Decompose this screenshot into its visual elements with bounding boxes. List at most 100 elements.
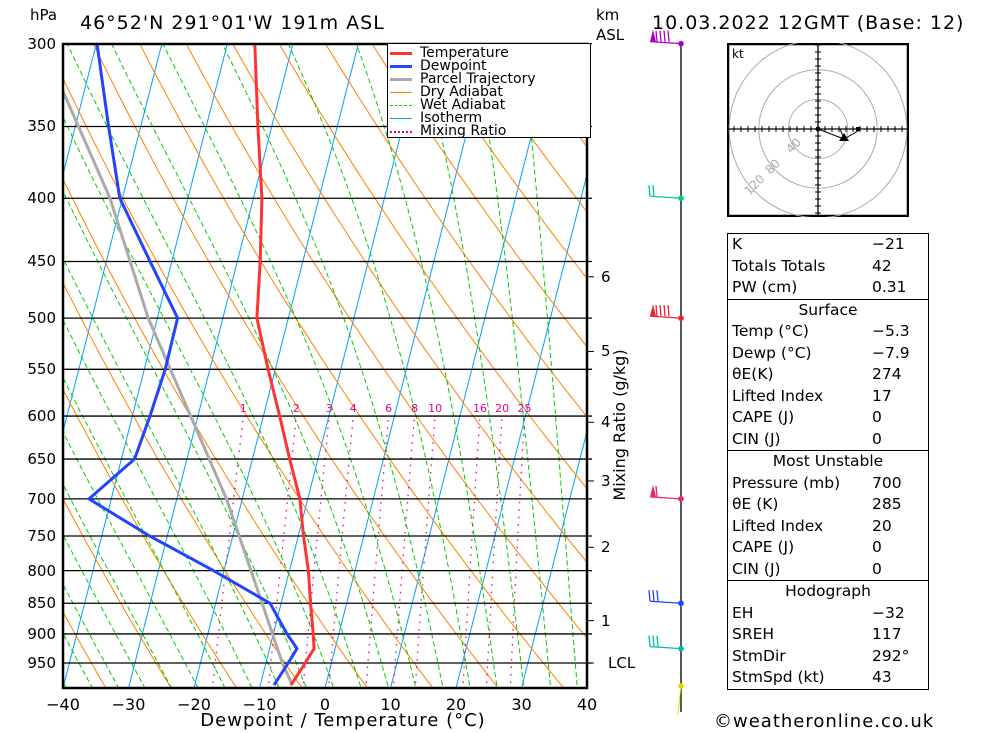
wet-adiabat-line xyxy=(63,376,226,688)
row-value: 700 xyxy=(872,473,902,492)
hodograph-unit: kt xyxy=(732,47,744,61)
wind-pennant xyxy=(650,484,656,497)
mixing-ratio-label: 10 xyxy=(428,402,442,415)
mixing-ratio-label: 1 xyxy=(240,402,247,415)
profiles xyxy=(63,44,316,686)
isotherm-line xyxy=(63,44,228,688)
wet-adiabat-line xyxy=(63,257,280,688)
temperature-tick-label: −10 xyxy=(242,695,277,714)
wet-adiabat-line xyxy=(63,116,335,688)
row-value: −5.3 xyxy=(872,322,910,340)
legend-item: Dewpoint xyxy=(390,58,487,74)
dry-adiabat-line xyxy=(417,44,587,280)
legend-item: Isotherm xyxy=(390,111,482,125)
wind-feather xyxy=(648,185,651,197)
pressure-tick-label: 900 xyxy=(27,624,56,643)
wind-pennant xyxy=(650,29,656,42)
mixing-ratio-label: 3 xyxy=(326,402,333,415)
wind-pennant xyxy=(650,304,656,317)
legend-swatch xyxy=(390,105,412,106)
pressure-tick-label: 950 xyxy=(27,653,56,672)
wind-level-dot xyxy=(678,315,684,321)
temperature-tick-label: −40 xyxy=(46,695,80,714)
row-label: CIN (J) xyxy=(732,559,781,578)
isotherm-line xyxy=(521,429,587,688)
pressure-tick-label: 700 xyxy=(27,489,56,508)
wet-adiabat-line xyxy=(63,190,307,688)
wind-barb xyxy=(648,635,684,652)
wind-feather xyxy=(652,185,655,197)
hodograph-section: Hodograph EH −32 SREH 117 StmDir 292° StmSpd (… xyxy=(728,580,928,689)
pressure-tick-label: 350 xyxy=(27,117,56,136)
wind-shaft xyxy=(649,315,682,319)
row-label: CAPE (J) xyxy=(732,408,795,426)
mixing-ratio-labels: 1 2 3 4 6 8 10 16 20 25 xyxy=(240,402,532,415)
row-label: EH xyxy=(732,603,754,622)
most-unstable-section: Most Unstable Pressure (mb) 700 θE (K) 285 L… xyxy=(728,450,928,580)
parcel-trajectory-line xyxy=(63,87,294,686)
row-value: 292° xyxy=(872,646,910,665)
row-label: Totals Totals xyxy=(732,256,826,275)
isotherm-line xyxy=(193,44,359,688)
row-label: Temp (°C) xyxy=(732,322,809,340)
legend-swatch xyxy=(390,92,412,93)
storm-motion-marker xyxy=(839,133,849,141)
legend-label: Dry Adiabat xyxy=(420,84,503,100)
datetime-title: 10.03.2022 12GMT (Base: 12) xyxy=(652,12,965,34)
wind-feather xyxy=(667,305,670,317)
row-value: 0 xyxy=(872,559,882,578)
row-value: −32 xyxy=(872,603,905,622)
row-label: StmSpd (kt) xyxy=(732,668,825,686)
wind-feather xyxy=(655,305,658,317)
wind-feather xyxy=(656,590,659,602)
row-label: Lifted Index xyxy=(732,386,824,405)
row-value: 274 xyxy=(872,365,902,383)
wind-barb-column xyxy=(648,29,684,715)
wind-feather xyxy=(663,305,666,317)
dry-adiabat-line xyxy=(371,44,587,348)
isotherm-line xyxy=(455,172,587,688)
indices-section: K −21 Totals Totals 42 PW (cm) 0.31 xyxy=(728,234,928,299)
legend-swatch xyxy=(390,118,412,119)
legend-label: Dewpoint xyxy=(420,58,487,74)
wet-adiabat-line xyxy=(63,583,120,688)
wind-barb xyxy=(677,683,684,715)
pressure-tick-label: 300 xyxy=(27,34,56,53)
wind-barb xyxy=(648,590,684,607)
row-value: 0 xyxy=(872,429,882,448)
wind-feather xyxy=(659,305,662,317)
height-tick-label: 3 xyxy=(601,471,611,490)
row-label: θE (K) xyxy=(732,495,779,513)
pressure-unit-label: hPa xyxy=(30,6,58,24)
row-value: 20 xyxy=(872,516,892,535)
pressure-tick-label: 500 xyxy=(27,309,56,328)
dry-adiabat-line xyxy=(63,281,303,688)
temperature-tick-label: 0 xyxy=(319,695,331,714)
wind-feather xyxy=(648,635,651,647)
temperature-tick-label: 40 xyxy=(576,695,598,714)
legend-swatch xyxy=(390,130,412,133)
pressure-tick-label: 450 xyxy=(27,252,56,271)
wind-feather xyxy=(663,30,666,42)
dry-adiabat-line xyxy=(63,77,434,688)
legend-swatch xyxy=(390,78,412,81)
wind-feather xyxy=(652,590,655,602)
pressure-tick-label: 550 xyxy=(27,360,56,379)
temperature-tick-label: 20 xyxy=(445,695,467,714)
table-row: EH −32 xyxy=(728,603,928,625)
temperature-tick-label: 10 xyxy=(380,695,401,714)
table-row: CAPE (J) 0 xyxy=(728,537,928,559)
isotherm-line xyxy=(63,44,163,434)
height-tick-label: 6 xyxy=(601,267,611,286)
row-label: PW (cm) xyxy=(732,278,798,296)
wind-feather xyxy=(652,635,655,647)
row-value: −7.9 xyxy=(872,343,910,362)
height-tick-label: 2 xyxy=(601,538,611,557)
mixing-ratio-label: 20 xyxy=(495,402,509,415)
row-label: Dewp (°C) xyxy=(732,343,812,362)
mixing-ratio-line xyxy=(462,416,481,688)
legend-item: Parcel Trajectory xyxy=(390,72,536,86)
row-value: 285 xyxy=(872,495,902,513)
legend-item: Temperature xyxy=(390,46,509,60)
